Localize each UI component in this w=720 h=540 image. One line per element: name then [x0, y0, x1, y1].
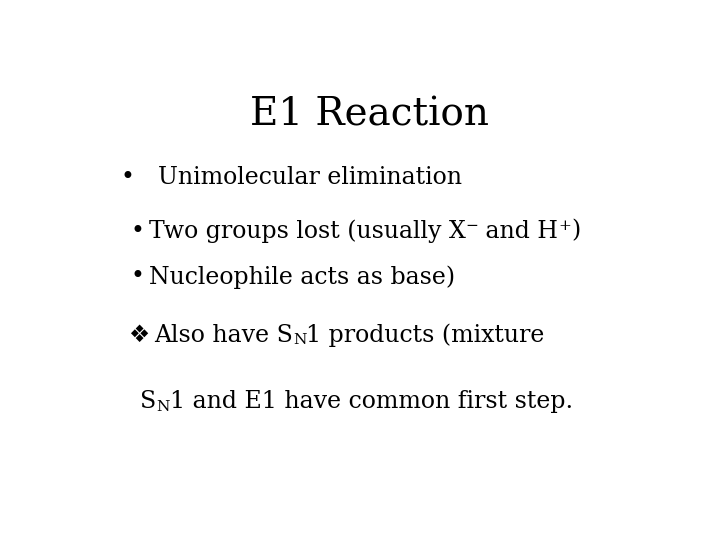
- Text: 1 and E1 have common first step.: 1 and E1 have common first step.: [170, 390, 573, 413]
- Text: ): ): [571, 220, 580, 242]
- Text: Unimolecular elimination: Unimolecular elimination: [143, 166, 462, 188]
- Text: and H: and H: [478, 220, 558, 242]
- Text: Nucleophile acts as base): Nucleophile acts as base): [148, 265, 455, 288]
- Text: N: N: [156, 400, 170, 414]
- Text: E1 Reaction: E1 Reaction: [250, 96, 488, 133]
- Text: S: S: [140, 390, 156, 413]
- Text: Two groups lost (usually X: Two groups lost (usually X: [148, 219, 465, 243]
- Text: −: −: [465, 219, 478, 233]
- Text: •: •: [130, 220, 144, 242]
- Text: •: •: [130, 265, 144, 288]
- Text: +: +: [558, 219, 571, 233]
- Text: •: •: [121, 166, 135, 188]
- Text: 1 products (mixture: 1 products (mixture: [307, 323, 545, 347]
- Text: N: N: [293, 333, 307, 347]
- Text: Also have S: Also have S: [154, 323, 293, 347]
- Text: ❖: ❖: [128, 323, 149, 347]
